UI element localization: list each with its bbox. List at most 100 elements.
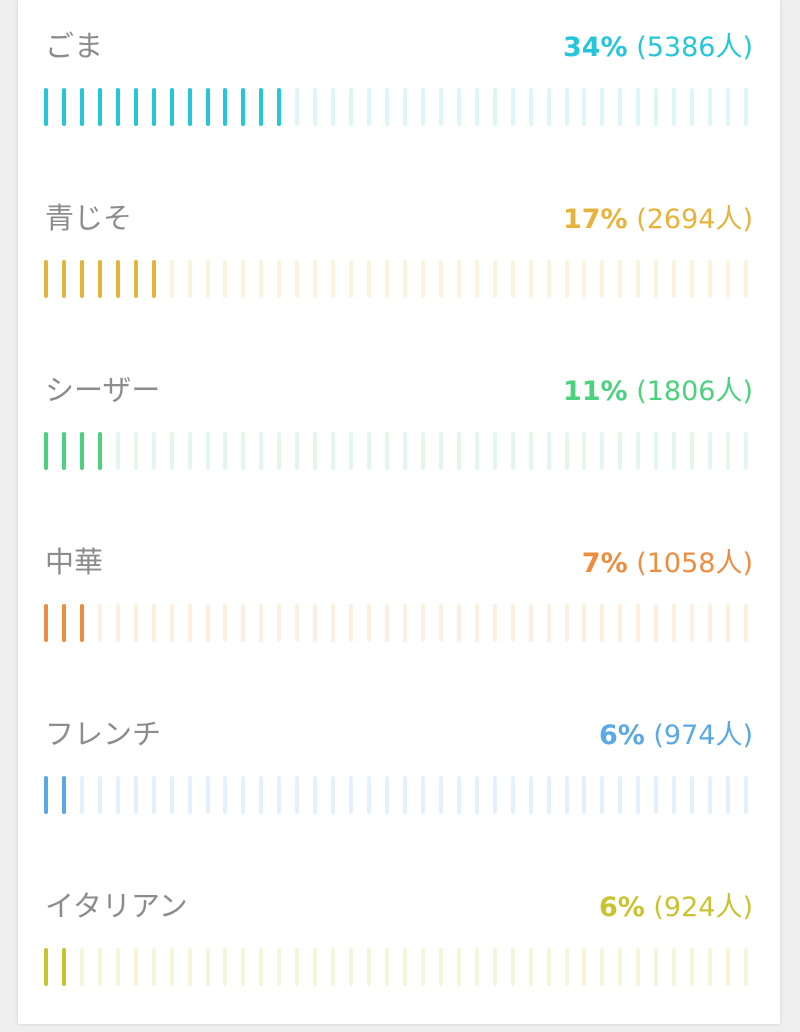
bar-tick-empty (636, 776, 641, 814)
result-bar (44, 776, 748, 814)
bar-tick-empty (402, 776, 407, 814)
bar-tick-empty (367, 776, 372, 814)
bar-tick-empty (636, 604, 641, 642)
bar-tick-empty (582, 604, 587, 642)
bar-tick-empty (438, 88, 443, 126)
bar-tick-empty (474, 776, 479, 814)
bar-tick-empty (331, 776, 336, 814)
bar-tick-empty (744, 948, 748, 986)
bar-tick-empty (133, 948, 138, 986)
bar-tick-filled (151, 88, 156, 126)
bar-tick-empty (223, 604, 228, 642)
bar-tick-empty (313, 88, 318, 126)
bar-tick-filled (61, 260, 66, 298)
bar-tick-empty (349, 604, 354, 642)
bar-tick-empty (726, 604, 731, 642)
bar-tick-empty (402, 260, 407, 298)
bar-tick-empty (420, 948, 425, 986)
result-value: 17% (2694人) (563, 202, 753, 238)
bar-tick-empty (672, 948, 677, 986)
bar-tick-empty (205, 260, 210, 298)
bar-tick-empty (349, 776, 354, 814)
bar-tick-empty (708, 260, 713, 298)
result-percent: 7% (581, 548, 628, 579)
bar-tick-empty (151, 432, 156, 470)
bar-tick-empty (654, 776, 659, 814)
bar-tick-filled (44, 948, 48, 986)
bar-tick-empty (367, 88, 372, 126)
bar-tick-empty (115, 948, 120, 986)
bar-tick-empty (313, 604, 318, 642)
bar-tick-empty (169, 776, 174, 814)
bar-tick-filled (79, 260, 84, 298)
bar-tick-empty (223, 260, 228, 298)
result-value: 6% (974人) (599, 718, 753, 754)
bar-tick-empty (349, 432, 354, 470)
bar-tick-empty (367, 260, 372, 298)
bar-tick-empty (456, 88, 461, 126)
bar-tick-empty (708, 88, 713, 126)
bar-tick-empty (259, 432, 264, 470)
bar-tick-empty (187, 260, 192, 298)
bar-tick-empty (546, 776, 551, 814)
result-bar (44, 88, 748, 126)
bar-tick-empty (672, 432, 677, 470)
bar-tick-empty (79, 948, 84, 986)
bar-tick-empty (654, 604, 659, 642)
bar-tick-empty (205, 948, 210, 986)
bar-tick-filled (205, 88, 210, 126)
bar-tick-empty (726, 948, 731, 986)
bar-tick-filled (241, 88, 246, 126)
bar-tick-filled (44, 776, 48, 814)
bar-tick-empty (744, 432, 748, 470)
bar-tick-empty (313, 260, 318, 298)
bar-tick-empty (151, 604, 156, 642)
bar-tick-empty (726, 776, 731, 814)
bar-tick-empty (564, 432, 569, 470)
bar-tick-empty (420, 260, 425, 298)
bar-tick-empty (726, 432, 731, 470)
bar-tick-empty (618, 604, 623, 642)
bar-tick-empty (528, 88, 533, 126)
bar-tick-empty (654, 260, 659, 298)
bar-tick-empty (223, 776, 228, 814)
bar-tick-empty (205, 776, 210, 814)
bar-tick-empty (510, 260, 515, 298)
bar-tick-empty (295, 604, 300, 642)
bar-tick-empty (474, 88, 479, 126)
bar-tick-empty (295, 776, 300, 814)
result-label: 青じそ (45, 201, 133, 235)
bar-tick-empty (456, 776, 461, 814)
bar-tick-filled (44, 604, 48, 642)
bar-tick-empty (331, 432, 336, 470)
bar-tick-empty (151, 776, 156, 814)
result-bar (44, 432, 748, 470)
result-percent: 17% (562, 204, 628, 235)
bar-tick-filled (44, 88, 48, 126)
bar-tick-empty (295, 432, 300, 470)
bar-tick-empty (474, 604, 479, 642)
bar-tick-empty (420, 604, 425, 642)
result-item-italian: イタリアン 6% (924人) (18, 860, 780, 1032)
bar-tick-empty (744, 604, 748, 642)
vote-results-card: ごま 34% (5386人) 青じそ 17% (2694人) シーザー 11% … (18, 0, 780, 1024)
bar-tick-filled (44, 432, 48, 470)
bar-tick-empty (420, 88, 425, 126)
bar-tick-empty (205, 604, 210, 642)
bar-tick-empty (277, 260, 282, 298)
bar-tick-empty (600, 604, 605, 642)
bar-tick-filled (61, 604, 66, 642)
bar-tick-filled (79, 432, 84, 470)
bar-tick-empty (115, 604, 120, 642)
result-item-aojiso: 青じそ 17% (2694人) (18, 172, 780, 344)
bar-tick-empty (169, 432, 174, 470)
bar-tick-filled (115, 88, 120, 126)
bar-tick-filled (277, 88, 282, 126)
result-percent: 11% (562, 376, 628, 407)
bar-tick-empty (564, 948, 569, 986)
bar-tick-empty (510, 948, 515, 986)
bar-tick-filled (133, 88, 138, 126)
bar-tick-empty (385, 948, 390, 986)
bar-tick-empty (492, 776, 497, 814)
bar-tick-empty (133, 604, 138, 642)
